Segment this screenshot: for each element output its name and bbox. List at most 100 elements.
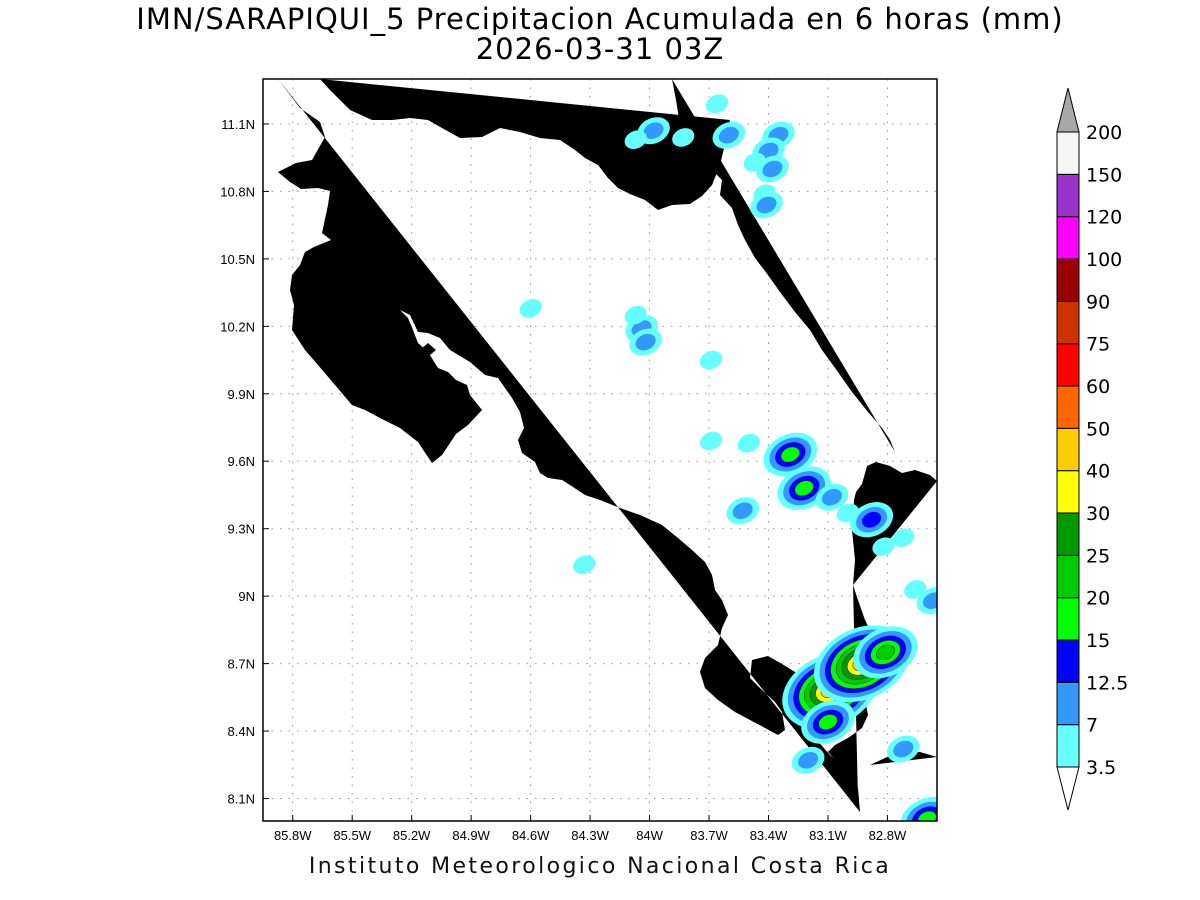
coastline-caribbean xyxy=(672,79,895,452)
colorbar-level-label: 40 xyxy=(1086,461,1110,483)
precip-cell xyxy=(763,432,818,477)
colorbar-level-label: 200 xyxy=(1086,122,1122,144)
colorbar-segment xyxy=(1056,343,1080,387)
precip-level-2 xyxy=(762,160,783,178)
lon-tick-label: 85.8W xyxy=(274,828,312,843)
precip-level-4 xyxy=(818,714,838,730)
precip-level-2 xyxy=(732,502,753,520)
precip-level-4 xyxy=(794,480,814,497)
precip-level-1 xyxy=(573,555,596,575)
lat-tick-label: 10.2N xyxy=(220,319,255,334)
colorbar-segment xyxy=(1056,512,1080,556)
colorbar-level-label: 3.5 xyxy=(1086,757,1116,779)
precip-level-2 xyxy=(798,751,819,769)
coastline-layer xyxy=(278,79,937,812)
lat-tick-label: 10.5N xyxy=(220,252,255,267)
precip-cell xyxy=(624,305,647,325)
precip-level-2 xyxy=(758,142,779,160)
precip-cell xyxy=(886,735,920,763)
border-panama xyxy=(852,462,937,585)
colorbar-level-label: 90 xyxy=(1086,291,1110,313)
precip-level-2 xyxy=(893,740,914,758)
precip-level-3 xyxy=(862,511,882,528)
colorbar-level-label: 25 xyxy=(1086,545,1110,567)
lat-tick-label: 9.3N xyxy=(228,522,255,537)
lat-tick-label: 9.6N xyxy=(228,454,255,469)
precip-level-1 xyxy=(904,580,927,599)
colorbar-level-label: 7 xyxy=(1086,715,1098,737)
precip-level-1 xyxy=(672,128,695,147)
coastline-pacific xyxy=(278,79,860,812)
colorbar-segment xyxy=(1056,173,1080,218)
lake-gulf xyxy=(420,343,436,355)
precip-cell xyxy=(712,121,746,149)
lat-tick-label: 8.4N xyxy=(228,724,255,739)
precip-cell xyxy=(900,796,937,821)
colorbar-level-label: 12.5 xyxy=(1086,672,1128,694)
precip-cell xyxy=(743,152,766,172)
colorbar-level-label: 30 xyxy=(1086,503,1110,525)
lon-tick-label: 84W xyxy=(636,828,663,843)
colorbar-segment xyxy=(1056,470,1080,514)
lon-tick-label: 84.9W xyxy=(452,828,490,843)
lon-tick-label: 84.3W xyxy=(571,828,609,843)
lat-tick-label: 8.1N xyxy=(228,792,255,807)
colorbar-segment xyxy=(1056,681,1080,726)
precip-cell xyxy=(853,626,918,679)
colorbar-segment xyxy=(1056,554,1080,599)
precip-level-1 xyxy=(743,152,766,172)
island-north xyxy=(450,100,457,112)
colorbar-level-label: 20 xyxy=(1086,588,1110,610)
colorbar-level-label: 60 xyxy=(1086,376,1110,398)
precip-cell xyxy=(916,587,937,615)
precip-level-1 xyxy=(737,433,760,453)
colorbar-segment xyxy=(1056,724,1080,768)
precip-cell xyxy=(750,191,783,219)
footer-credit: Instituto Meteorologico Nacional Costa R… xyxy=(308,854,892,879)
precip-cell xyxy=(672,128,695,147)
precip-cell xyxy=(699,431,723,451)
colorbar-segment xyxy=(1056,597,1080,641)
colorbar-segment xyxy=(1056,258,1080,302)
colorbar-level-label: 120 xyxy=(1086,207,1122,229)
lat-tick-label: 9N xyxy=(238,589,255,604)
precip-level-4 xyxy=(917,810,937,821)
precip-level-2 xyxy=(718,126,739,144)
precip-cell xyxy=(872,537,895,557)
precip-level-1 xyxy=(699,350,723,370)
precip-level-4 xyxy=(780,446,800,463)
precip-level-1 xyxy=(624,130,647,150)
lon-tick-label: 85.2W xyxy=(393,828,431,843)
colorbar-segment xyxy=(1056,300,1080,345)
colorbar-over-triangle xyxy=(1056,87,1080,133)
lon-tick-label: 84.6W xyxy=(512,828,550,843)
precip-level-1 xyxy=(699,431,723,451)
precip-cell xyxy=(519,299,542,318)
lon-tick-label: 83.4W xyxy=(750,828,788,843)
lat-tick-label: 8.7N xyxy=(228,657,255,672)
lon-tick-label: 83.7W xyxy=(690,828,728,843)
lon-tick-label: 85.5W xyxy=(333,828,371,843)
precip-cell xyxy=(904,580,927,599)
precip-level-1 xyxy=(705,94,729,114)
precip-cell xyxy=(791,746,825,774)
precip-cell xyxy=(699,350,723,370)
colorbar-under-triangle xyxy=(1056,766,1080,811)
precip-level-1 xyxy=(872,537,895,557)
precip-cell xyxy=(801,700,855,744)
precip-level-2 xyxy=(756,196,777,214)
precip-cell xyxy=(726,497,760,525)
colorbar-legend: 3.5 7 12.5 15 20 25 30 40 50 60 75 90 100 120 150 200 xyxy=(1056,87,1128,811)
colorbar-level-label: 15 xyxy=(1086,630,1110,652)
lon-tick-label: 83.1W xyxy=(809,828,847,843)
precip-level-2 xyxy=(635,333,656,351)
colorbar-segment xyxy=(1056,639,1080,683)
colorbar-level-label: 75 xyxy=(1086,334,1110,356)
precip-level-1 xyxy=(892,528,915,548)
colorbar-segment xyxy=(1056,131,1080,175)
lat-tick-label: 10.8N xyxy=(220,184,255,199)
precip-level-1 xyxy=(519,299,542,318)
precip-cell xyxy=(705,94,729,114)
precip-cell xyxy=(850,502,894,538)
